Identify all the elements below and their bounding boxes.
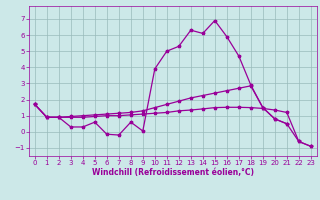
X-axis label: Windchill (Refroidissement éolien,°C): Windchill (Refroidissement éolien,°C) — [92, 168, 254, 177]
